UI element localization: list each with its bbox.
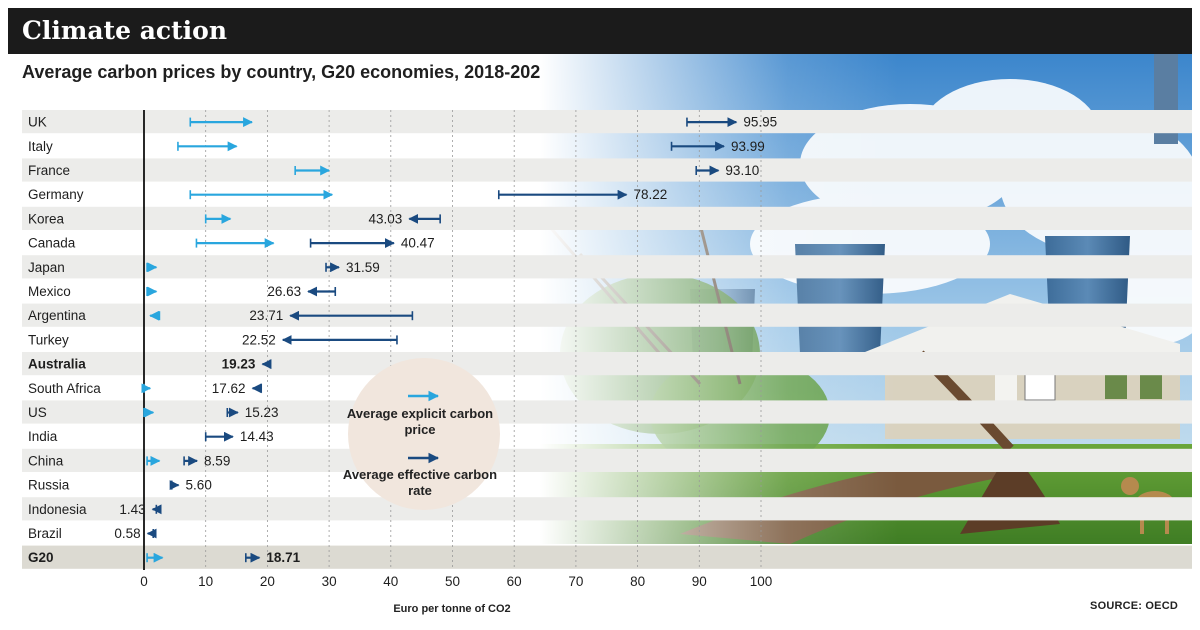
- x-tick-label: 40: [383, 574, 398, 589]
- value-label: 14.43: [240, 429, 274, 444]
- source-note: SOURCE: OECD: [1090, 600, 1178, 612]
- x-tick-label: 70: [568, 574, 583, 589]
- country-label: G20: [28, 550, 54, 565]
- row-band: [22, 206, 1192, 230]
- country-label: Brazil: [28, 526, 62, 541]
- country-label: South Africa: [28, 381, 101, 396]
- row-band: [22, 497, 1192, 521]
- country-label: Canada: [28, 236, 76, 251]
- x-tick-label: 90: [692, 574, 707, 589]
- row-band: [22, 158, 1192, 182]
- x-tick-label: 20: [260, 574, 275, 589]
- value-label: 0.58: [114, 526, 140, 541]
- row-band: [22, 255, 1192, 279]
- country-label: Italy: [28, 139, 53, 154]
- row-band: [22, 448, 1192, 472]
- row-band: [22, 400, 1192, 424]
- value-label: 93.10: [725, 163, 759, 178]
- x-tick-label: 80: [630, 574, 645, 589]
- country-label: Mexico: [28, 284, 71, 299]
- value-label: 23.71: [249, 308, 283, 323]
- legend-explicit-label: Average explicit carbon price: [347, 406, 493, 437]
- value-label: 43.03: [369, 211, 403, 226]
- row-band: [22, 352, 1192, 376]
- country-label: US: [28, 405, 47, 420]
- country-label: Korea: [28, 211, 65, 226]
- x-tick-label: 60: [507, 574, 522, 589]
- value-label: 18.71: [266, 550, 300, 565]
- x-tick-label: 50: [445, 574, 460, 589]
- country-label: Indonesia: [28, 502, 87, 517]
- country-label: Argentina: [28, 308, 86, 323]
- value-label: 95.95: [743, 115, 777, 130]
- country-label: Turkey: [28, 332, 69, 347]
- country-label: India: [28, 429, 58, 444]
- value-label: 26.63: [267, 284, 301, 299]
- x-tick-label: 0: [140, 574, 148, 589]
- value-label: 22.52: [242, 332, 276, 347]
- value-label: 1.43: [119, 502, 145, 517]
- value-label: 40.47: [401, 236, 435, 251]
- row-band: [22, 110, 1192, 134]
- value-label: 15.23: [245, 405, 279, 420]
- legend: Average explicit carbon price Average eff…: [343, 358, 500, 510]
- country-label: Russia: [28, 478, 70, 493]
- value-label: 31.59: [346, 260, 380, 275]
- country-label: Australia: [28, 357, 86, 372]
- value-label: 5.60: [186, 478, 212, 493]
- legend-effective-label: Average effective carbon rate: [343, 467, 497, 498]
- country-label: Germany: [28, 187, 84, 202]
- x-axis-label: Euro per tonne of CO2: [393, 603, 510, 615]
- header-bar: Climate action: [8, 8, 1192, 54]
- x-tick-label: 100: [750, 574, 773, 589]
- row-band: [22, 545, 1192, 569]
- country-label: China: [28, 453, 64, 468]
- country-label: France: [28, 163, 70, 178]
- value-label: 8.59: [204, 453, 230, 468]
- country-label: UK: [28, 115, 47, 130]
- value-label: 19.23: [222, 357, 256, 372]
- x-tick-label: 10: [198, 574, 213, 589]
- legend-background: [348, 358, 500, 510]
- value-label: 17.62: [212, 381, 246, 396]
- country-label: Japan: [28, 260, 65, 275]
- value-label: 93.99: [731, 139, 765, 154]
- header-title: Climate action: [22, 16, 228, 45]
- x-tick-label: 30: [322, 574, 337, 589]
- chart-subtitle: Average carbon prices by country, G20 ec…: [22, 62, 551, 82]
- row-band: [22, 303, 1192, 327]
- value-label: 78.22: [633, 187, 667, 202]
